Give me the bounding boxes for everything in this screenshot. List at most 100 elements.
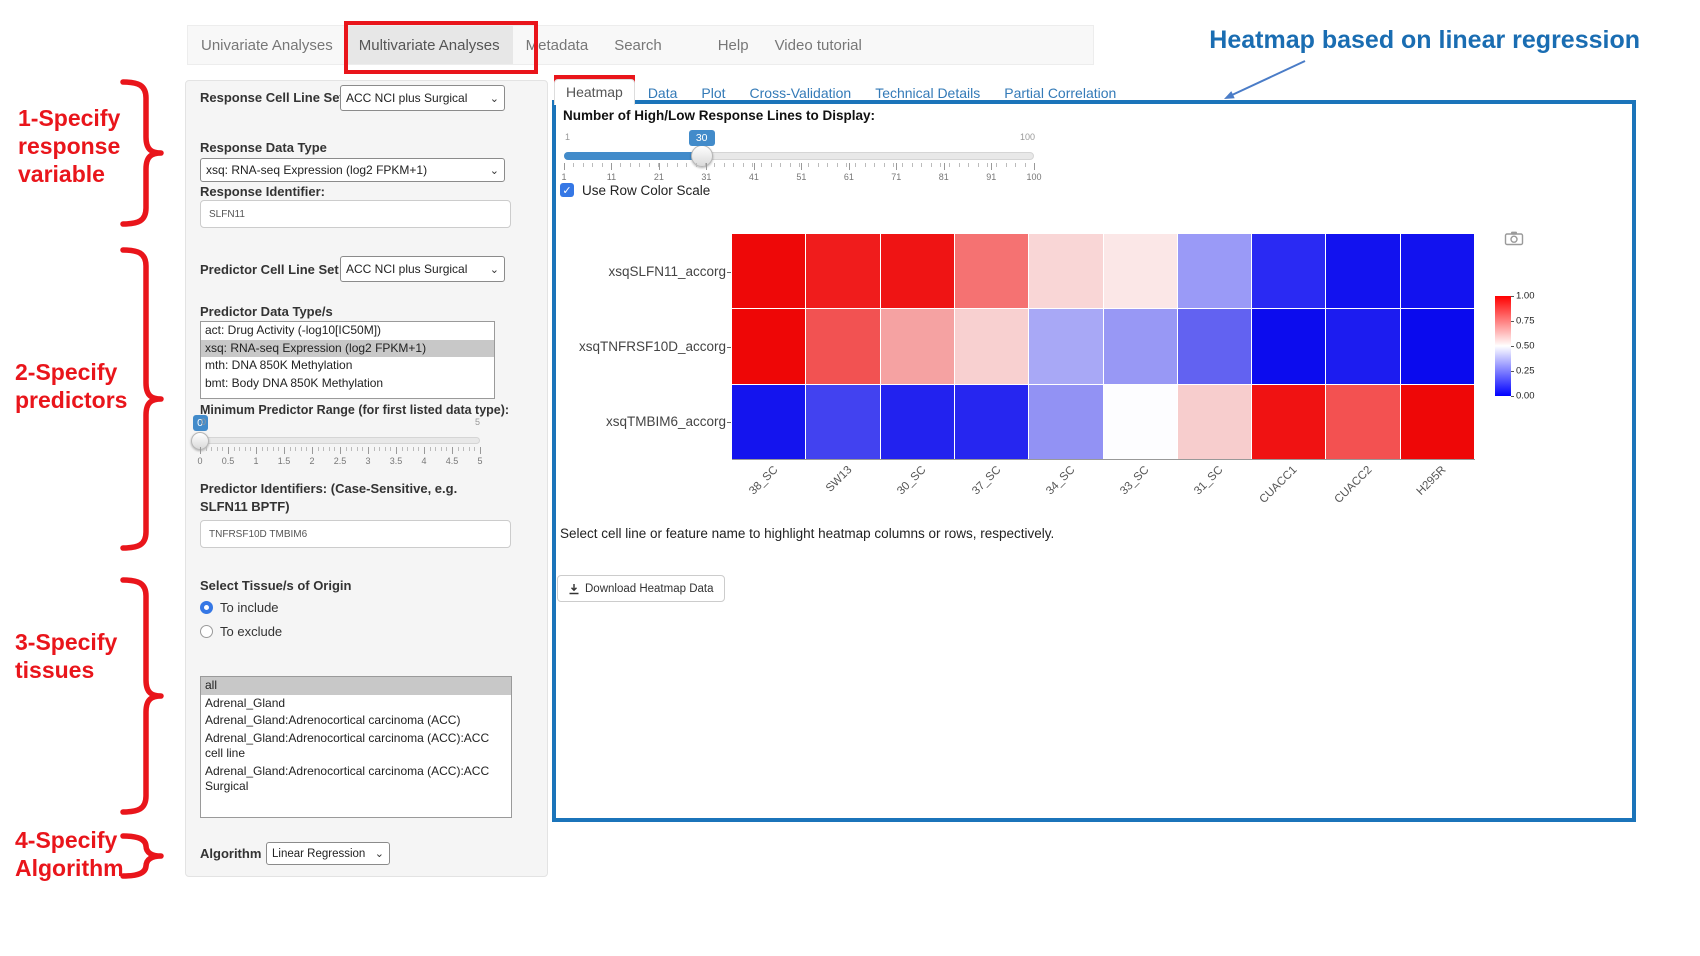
algorithm-select[interactable]: Linear Regression ⌄	[266, 842, 390, 865]
nav-item-univariate-analyses[interactable]: Univariate Analyses	[201, 36, 333, 54]
lines-slider-minor-tick	[770, 163, 772, 167]
heatmap-cell[interactable]	[1400, 309, 1474, 384]
heatmap-cell[interactable]	[954, 309, 1029, 384]
lines-slider-max-label: 100	[1020, 132, 1036, 142]
tissue-option[interactable]: Adrenal_Gland:Adrenocortical carcinoma (…	[205, 713, 461, 727]
row-color-scale-checkbox[interactable]: ✓	[560, 183, 574, 197]
nav-item-search[interactable]: Search	[614, 36, 662, 54]
predictor-slider-track[interactable]	[200, 437, 480, 444]
heatmap-cell[interactable]	[806, 384, 880, 459]
tab-partial-correlation[interactable]: Partial Correlation	[1004, 85, 1117, 101]
tissue-option[interactable]: all	[201, 677, 511, 695]
response-identifier-input[interactable]: SLFN11	[200, 200, 511, 228]
chevron-down-icon: ⌄	[374, 848, 384, 860]
download-icon	[569, 583, 579, 594]
heatmap-cell[interactable]	[1103, 309, 1177, 384]
predictor-slider-minor-tick	[379, 447, 381, 451]
response-cell-line-set-select[interactable]: ACC NCI plus Surgical ⌄	[340, 85, 505, 111]
heatmap-row-label[interactable]: xsqSLFN11_accorg	[608, 263, 726, 279]
lines-slider-major-tick	[564, 163, 565, 170]
tab-data[interactable]: Data	[647, 85, 678, 101]
heatmap-cell[interactable]	[1252, 234, 1326, 309]
camera-icon[interactable]	[1504, 230, 1524, 246]
heatmap-row-label[interactable]: xsqTMBIM6_accorg	[605, 413, 726, 429]
row-color-scale-label: Use Row Color Scale	[582, 183, 711, 198]
tissue-option[interactable]: Adrenal_Gland	[205, 695, 286, 710]
heatmap-cell[interactable]	[1177, 234, 1252, 309]
heatmap-cell[interactable]	[880, 234, 954, 309]
heatmap-cell[interactable]	[880, 384, 954, 459]
heatmap-cell[interactable]	[1252, 309, 1326, 384]
predictor-slider-minor-tick	[429, 447, 431, 451]
heatmap-cell[interactable]	[1400, 384, 1474, 459]
tissue-option[interactable]: Adrenal_Gland:Adrenocortical carcinoma (…	[205, 730, 490, 761]
tab-heatmap[interactable]: Heatmap	[554, 79, 635, 105]
tissue-include-radio[interactable]: To include	[200, 600, 279, 615]
predictor-data-type-option[interactable]: bmt: Body DNA 850K Methylation	[205, 375, 384, 390]
download-heatmap-data-button[interactable]: Download Heatmap Data	[557, 575, 725, 602]
lines-slider-major-tick	[896, 163, 898, 170]
nav-item-metadata[interactable]: Metadata	[525, 36, 589, 54]
predictor-slider-tick-label: 0	[197, 456, 203, 466]
predictor-identifiers-input[interactable]: TNFRSF10D TMBIM6	[200, 520, 511, 548]
heatmap-cell[interactable]	[1029, 384, 1103, 459]
heatmap-cell[interactable]	[806, 234, 880, 309]
heatmap-cell[interactable]	[1103, 234, 1177, 309]
tissue-listbox[interactable]: all Adrenal_Gland Adrenal_Gland:Adrenocort…	[200, 676, 512, 818]
lines-slider-tick-label: 11	[606, 172, 617, 182]
predictor-cell-line-set-select[interactable]: ACC NCI plus Surgical ⌄	[340, 256, 505, 282]
predictor-slider-minor-tick	[457, 447, 459, 451]
heatmap-cell[interactable]	[732, 309, 806, 384]
predictor-data-type-option[interactable]: mth: DNA 850K Methylation	[205, 358, 353, 372]
tab-cross-validation[interactable]: Cross-Validation	[749, 85, 852, 101]
lines-slider-minor-tick	[949, 163, 951, 167]
heatmap-cell[interactable]	[1029, 234, 1103, 309]
nav-item-multivariate-analyses[interactable]: Multivariate Analyses	[345, 26, 513, 64]
nav-item-video-tutorial[interactable]: Video tutorial	[774, 36, 862, 54]
heatmap-cell[interactable]	[880, 309, 954, 384]
heatmap-cell[interactable]	[732, 384, 806, 459]
predictor-data-types-listbox[interactable]: act: Drug Activity (-log10[IC50M]) xsq: R…	[200, 321, 495, 399]
colorbar-tick-label: 0.75	[1516, 315, 1535, 327]
lines-slider-minor-tick	[874, 163, 876, 167]
heatmap-cell[interactable]	[732, 234, 806, 309]
heatmap-cell[interactable]	[1177, 309, 1252, 384]
tab-plot[interactable]: Plot	[701, 85, 726, 101]
tissue-exclude-radio[interactable]: To exclude	[200, 624, 282, 639]
heatmap-cell[interactable]	[806, 309, 880, 384]
heatmap-cell[interactable]	[1252, 384, 1326, 459]
nav-item-help[interactable]: Help	[717, 36, 749, 54]
brace-icon-1	[120, 79, 164, 227]
lines-slider-minor-tick	[648, 163, 650, 167]
annotation-arrow-icon	[1224, 60, 1306, 99]
predictor-slider-minor-tick	[250, 447, 252, 451]
heatmap-cell[interactable]	[1326, 309, 1400, 384]
heatmap-cell[interactable]	[954, 384, 1029, 459]
predictor-data-type-option[interactable]: xsq: RNA-seq Expression (log2 FPKM+1)	[201, 339, 494, 357]
heatmap-cell[interactable]	[1326, 234, 1400, 309]
tissue-option[interactable]: Adrenal_Gland:Adrenocortical carcinoma (…	[205, 763, 490, 794]
lines-slider-handle[interactable]	[690, 145, 713, 167]
lines-slider-value-badge[interactable]: 30	[688, 130, 715, 146]
algorithm-label: Algorithm	[200, 846, 262, 861]
heatmap-row-label[interactable]: xsqTNFRSF10D_accorg	[578, 338, 726, 354]
predictor-slider-minor-tick	[373, 447, 375, 451]
predictor-slider-minor-tick	[289, 447, 291, 451]
predictor-data-type-option[interactable]: act: Drug Activity (-log10[IC50M])	[205, 323, 382, 337]
tab-technical-details[interactable]: Technical Details	[875, 85, 981, 101]
predictor-slider-minor-tick	[412, 447, 414, 451]
colorbar-tick-label: 0.25	[1516, 365, 1535, 377]
heatmap-cell[interactable]	[1177, 384, 1252, 459]
predictor-slider-value-badge[interactable]: 0	[192, 415, 208, 431]
heatmap-cell[interactable]	[1103, 384, 1177, 459]
heatmap-cell[interactable]	[1400, 234, 1474, 309]
predictor-slider-major-tick	[452, 447, 453, 454]
heatmap-cell[interactable]	[1029, 309, 1103, 384]
predictor-slider-minor-tick	[306, 447, 308, 451]
predictor-slider-major-tick	[284, 447, 285, 454]
heatmap-cell[interactable]	[954, 234, 1029, 309]
response-data-type-select[interactable]: xsq: RNA-seq Expression (log2 FPKM+1) ⌄	[200, 158, 505, 182]
predictor-slider-tick-label: 0.5	[221, 456, 235, 466]
predictor-slider-minor-tick	[468, 447, 470, 451]
heatmap-cell[interactable]	[1326, 384, 1400, 459]
